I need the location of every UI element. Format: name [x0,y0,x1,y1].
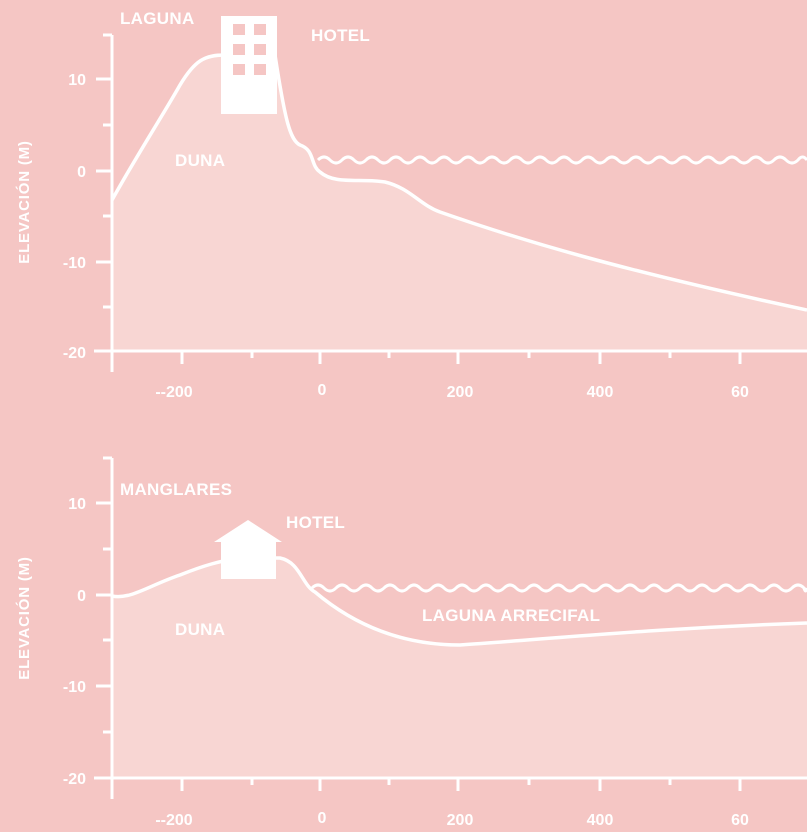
x-tick-label: 0 [318,382,327,399]
ground-profile-fill [112,558,807,778]
house-icon [214,520,282,579]
y-tick-label: 0 [77,164,86,181]
x-tick-label: 200 [447,812,474,829]
ground-profile-line [111,556,807,647]
y-tick-label: -10 [63,255,86,272]
dune-label: DUNA [175,620,225,639]
ground-profile-line [110,53,807,312]
sea-surface-wave [316,155,807,165]
x-tick-label: --200 [155,812,192,829]
reef-lagoon-label: LAGUNA ARRECIFAL [422,606,600,625]
x-tick-label: 200 [447,384,474,401]
x-tick-label: 60 [731,812,749,829]
y-tick-label: 0 [77,588,86,605]
panel-top: 10 0 -10 -20 --200 0 200 400 60 ELEVACIÓ… [15,9,807,401]
x-tick-label: 60 [731,384,749,401]
dune-label: DUNA [175,151,225,170]
y-tick-label: 10 [68,72,86,89]
y-tick-label: -20 [63,345,86,362]
ground-profile-fill [112,55,807,350]
y-axis-title: ELEVACIÓN (M) [15,140,33,263]
panel-bottom: 10 0 -10 -20 --200 0 200 400 60 ELEVACIÓ… [15,456,807,829]
y-axis-title: ELEVACIÓN (M) [15,556,33,679]
y-tick-label: -20 [63,771,86,788]
hotel-label: HOTEL [311,26,370,45]
sea-surface-wave [310,583,807,593]
y-tick-label: -10 [63,679,86,696]
mangroves-label: MANGLARES [120,480,232,499]
x-tick-label: 400 [587,384,614,401]
x-minor-ticks [110,351,742,372]
hotel-label: HOTEL [286,513,345,532]
x-tick-label: --200 [155,384,192,401]
y-tick-label: 10 [68,496,86,513]
x-minor-ticks [110,778,742,799]
lagoon-label: LAGUNA [120,9,195,28]
y-minor-ticks [96,33,112,309]
y-minor-ticks [96,456,112,734]
x-tick-label: 400 [587,812,614,829]
hotel-building-icon [221,16,277,114]
x-tick-label: 0 [318,810,327,827]
